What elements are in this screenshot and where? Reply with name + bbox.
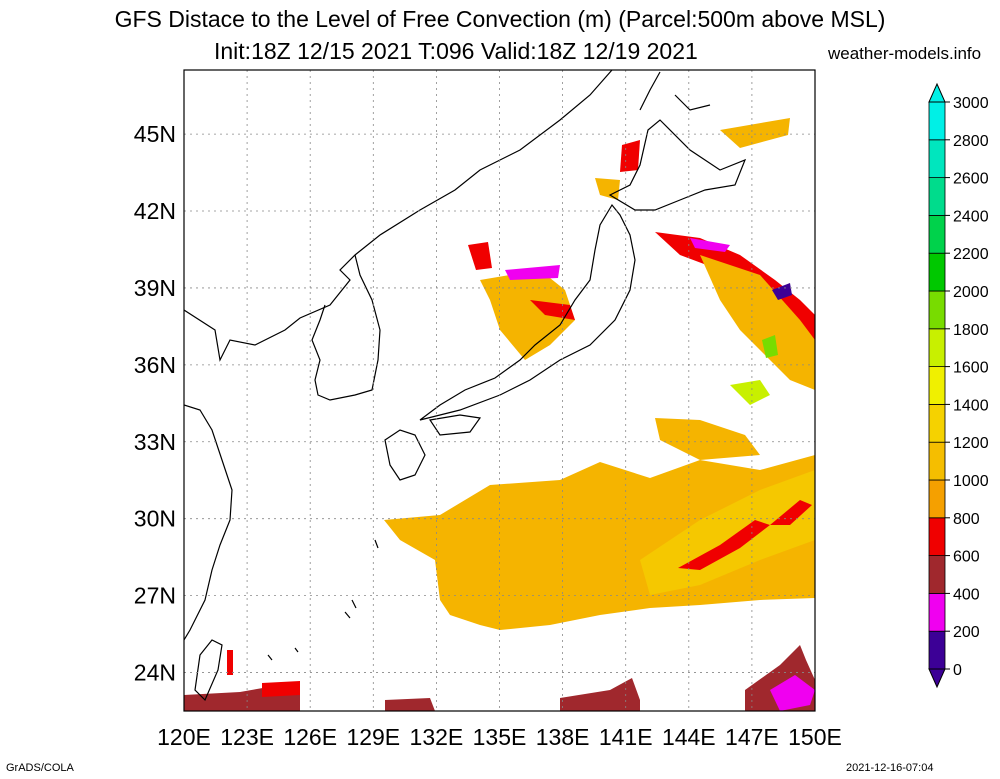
footer-left-text: GrADS/COLA [6, 762, 74, 774]
colorbar-segment [928, 290, 946, 330]
field-patch-kurile [720, 118, 790, 148]
field-patch-hokkaido-red [620, 140, 640, 172]
colorbar-label: 2400 [953, 208, 989, 225]
lat-tick-label: 33N [134, 429, 176, 455]
lon-tick-label: 120E [157, 724, 211, 750]
colorbar-label: 600 [953, 549, 980, 566]
field-patch-soj-red [530, 300, 575, 320]
colorbar-segment [928, 517, 946, 556]
lon-tick-label: 135E [473, 724, 527, 750]
coastline-shikoku [428, 414, 482, 436]
chart-subtitle: Init:18Z 12/15 2021 T:096 Valid:18Z 12/1… [214, 38, 698, 64]
field-patch-sea-of-japan [480, 270, 575, 360]
coastline-kyushu [384, 429, 426, 481]
colorbar-label: 1800 [953, 322, 989, 339]
field-patch-south-brown [560, 678, 640, 711]
coastline-sakhalin [639, 71, 711, 111]
field-patch-subtropical-band [384, 455, 815, 630]
colorbar-segment [928, 328, 946, 367]
field-patch-east-japan-orange [700, 255, 815, 390]
field-patch-hokkaido-orange [595, 178, 620, 200]
lat-tick-label: 30N [134, 506, 176, 532]
colorbar-segment [928, 366, 946, 405]
colorbar-label: 800 [953, 511, 980, 528]
field-patch-taiwan-red [227, 650, 233, 675]
lat-tick-label: 24N [134, 660, 176, 686]
lon-tick-label: 150E [788, 724, 842, 750]
plot-frame [183, 69, 816, 712]
lat-tick-label: 36N [134, 352, 176, 378]
colorbar-segment [928, 101, 946, 141]
lon-tick-label: 144E [662, 724, 716, 750]
coastline-mainland-asia [184, 70, 613, 362]
lon-tick-label: 138E [536, 724, 590, 750]
footer-right-text: 2021-12-16-07:04 [846, 762, 934, 774]
colorbar-segment [928, 593, 946, 632]
colorbar-label: 2600 [953, 171, 989, 188]
colorbar-label: 3000 [953, 95, 989, 112]
lfc-field [184, 118, 815, 711]
grid [184, 70, 815, 711]
field-patch-se-magenta [770, 675, 815, 711]
colorbar-max-arrow [928, 82, 946, 103]
lon-tick-label: 123E [220, 724, 274, 750]
coastlines [184, 70, 747, 702]
field-patch-south-brown2 [385, 698, 435, 711]
colorbar-label: 200 [953, 624, 980, 641]
lon-tick-label: 129E [346, 724, 400, 750]
chart-title: GFS Distace to the Level of Free Convect… [114, 6, 886, 32]
colorbar-segment [928, 177, 946, 216]
field-patch-east-japan-purple [690, 238, 730, 252]
coastline-honshu [419, 203, 636, 421]
coastline-taiwan [194, 639, 223, 702]
field-patch-soj-red2 [468, 242, 492, 270]
colorbar-label: 1200 [953, 435, 989, 452]
field-patch-band-red [678, 520, 770, 570]
lon-tick-label: 147E [725, 724, 779, 750]
lat-tick-label: 45N [134, 121, 176, 147]
colorbar-label: 1400 [953, 397, 989, 414]
colorbar-segment [928, 139, 946, 179]
colorbar-segment [928, 555, 946, 594]
colorbar-segment [928, 403, 946, 443]
colorbar-segment [928, 214, 946, 254]
colorbar-label: 1000 [953, 473, 989, 490]
field-patch-upper-band [655, 418, 760, 460]
colorbar-label: 2200 [953, 246, 989, 263]
field-patch-east-japan-green2 [762, 335, 778, 358]
colorbar-label: 1600 [953, 360, 989, 377]
colorbar-label: 400 [953, 586, 980, 603]
colorbar-label: 2800 [953, 133, 989, 150]
colorbar-segment [928, 479, 946, 519]
field-patch-band-red2 [770, 500, 812, 525]
credit-text: weather-models.info [828, 44, 982, 63]
coastline-china-east [184, 404, 233, 641]
coastline-ryukyu [267, 539, 379, 661]
field-patch-east-japan-darkpurple [772, 283, 792, 300]
colorbar-label: 0 [953, 662, 962, 679]
lat-tick-label: 39N [134, 275, 176, 301]
colorbar-segment [928, 630, 946, 670]
colorbar: 0 200 400 600 800 1000 1200 1400 1600 1800 2000 220… [928, 82, 989, 689]
field-patch-sw-red [262, 681, 300, 697]
lat-tick-label: 42N [134, 198, 176, 224]
lat-tick-label: 27N [134, 583, 176, 609]
coastline-hokkaido [608, 119, 747, 211]
colorbar-segment [928, 252, 946, 292]
field-patch-east-japan-green [730, 380, 770, 405]
colorbar-min-arrow [928, 668, 946, 689]
colorbar-label: 2000 [953, 284, 989, 301]
field-patch-soj-purple [505, 265, 560, 280]
field-patch-band-lighter [640, 470, 815, 595]
colorbar-segment [928, 441, 946, 481]
lon-tick-label: 132E [410, 724, 464, 750]
lon-tick-label: 126E [283, 724, 337, 750]
lon-tick-label: 141E [599, 724, 653, 750]
